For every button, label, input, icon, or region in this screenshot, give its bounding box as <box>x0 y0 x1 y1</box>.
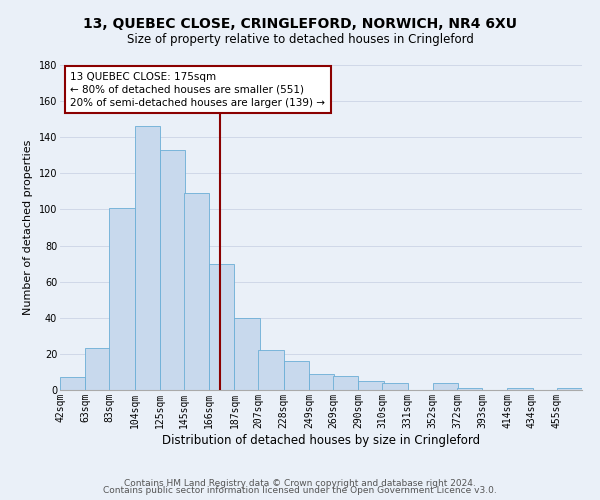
Bar <box>333 376 358 390</box>
Bar <box>259 350 284 390</box>
Bar <box>382 383 407 390</box>
Y-axis label: Number of detached properties: Number of detached properties <box>23 140 33 315</box>
X-axis label: Distribution of detached houses by size in Cringleford: Distribution of detached houses by size … <box>162 434 480 446</box>
Bar <box>235 318 260 390</box>
Bar <box>309 374 334 390</box>
Bar <box>557 388 582 390</box>
Bar <box>433 383 458 390</box>
Bar <box>184 193 209 390</box>
Bar <box>134 126 160 390</box>
Bar <box>209 264 235 390</box>
Bar <box>457 388 482 390</box>
Text: Size of property relative to detached houses in Cringleford: Size of property relative to detached ho… <box>127 32 473 46</box>
Bar <box>284 361 309 390</box>
Text: 13, QUEBEC CLOSE, CRINGLEFORD, NORWICH, NR4 6XU: 13, QUEBEC CLOSE, CRINGLEFORD, NORWICH, … <box>83 18 517 32</box>
Bar <box>160 150 185 390</box>
Bar <box>109 208 134 390</box>
Text: Contains HM Land Registry data © Crown copyright and database right 2024.: Contains HM Land Registry data © Crown c… <box>124 478 476 488</box>
Bar <box>358 381 383 390</box>
Bar <box>508 388 533 390</box>
Text: Contains public sector information licensed under the Open Government Licence v3: Contains public sector information licen… <box>103 486 497 495</box>
Bar <box>60 378 85 390</box>
Text: 13 QUEBEC CLOSE: 175sqm
← 80% of detached houses are smaller (551)
20% of semi-d: 13 QUEBEC CLOSE: 175sqm ← 80% of detache… <box>70 72 325 108</box>
Bar <box>85 348 110 390</box>
